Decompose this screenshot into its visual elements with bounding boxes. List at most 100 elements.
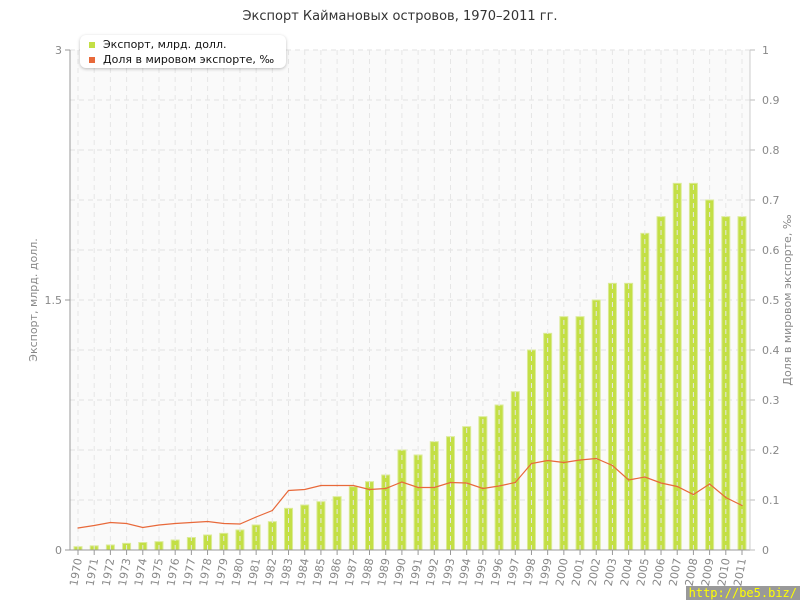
x-tick-label: 1986 xyxy=(326,557,344,587)
x-tick-label: 1978 xyxy=(197,557,215,587)
x-tick-label: 1975 xyxy=(148,557,166,587)
share-point-2009 xyxy=(709,483,711,485)
y-tick-label: 3 xyxy=(55,44,62,57)
y2-tick-label: 0.9 xyxy=(762,94,780,107)
x-tick-label: 2003 xyxy=(602,557,620,587)
x-tick-label: 1993 xyxy=(440,557,458,587)
y2-tick-label: 0.2 xyxy=(762,444,780,457)
y2-tick-label: 0.1 xyxy=(762,494,780,507)
y2-tick-label: 0.8 xyxy=(762,144,780,157)
bar-1997 xyxy=(510,391,520,551)
x-tick-label: 1995 xyxy=(472,557,490,587)
x-tick-label: 1991 xyxy=(407,557,425,587)
x-tick-label: 1990 xyxy=(391,557,409,587)
share-point-2010 xyxy=(725,496,727,499)
x-tick-label: 1998 xyxy=(521,557,539,587)
x-tick-label: 2001 xyxy=(569,557,587,587)
share-point-1976 xyxy=(174,522,176,525)
y-tick-label: 1.5 xyxy=(45,294,63,307)
share-point-1990 xyxy=(401,481,403,483)
share-point-1996 xyxy=(498,485,500,487)
x-tick-label: 1980 xyxy=(229,557,247,587)
y2-tick-label: 0.3 xyxy=(762,394,780,407)
share-point-1970 xyxy=(77,527,79,529)
plot-area xyxy=(70,50,750,550)
x-tick-label: 1999 xyxy=(537,557,555,587)
x-tick-label: 1987 xyxy=(343,557,361,587)
y2-tick-label: 0.7 xyxy=(762,194,780,207)
x-tick-label: 1981 xyxy=(245,557,263,587)
legend-item-share[interactable]: Доля в мировом экспорте, ‰ xyxy=(80,52,286,67)
legend-swatch-share xyxy=(89,56,95,63)
x-tick-label: 1984 xyxy=(294,557,312,587)
share-point-2001 xyxy=(579,459,581,461)
legend-swatch-exports xyxy=(89,41,95,48)
x-tick-label: 1976 xyxy=(164,557,182,587)
bar-1985 xyxy=(316,501,326,551)
x-tick-label: 1977 xyxy=(181,557,199,587)
x-tick-label: 1970 xyxy=(67,557,85,587)
x-tick-label: 1994 xyxy=(456,557,474,587)
share-point-1993 xyxy=(449,481,452,484)
share-point-1980 xyxy=(239,523,241,525)
share-point-1971 xyxy=(93,524,95,527)
x-tick-label: 2002 xyxy=(586,557,604,587)
x-tick-label: 2007 xyxy=(667,557,685,587)
y2-tick-label: 0.5 xyxy=(762,294,780,307)
x-tick-label: 1985 xyxy=(310,557,328,587)
share-point-2004 xyxy=(628,479,630,481)
share-point-1978 xyxy=(206,520,209,523)
share-point-1999 xyxy=(547,459,549,462)
share-point-1998 xyxy=(530,462,533,465)
x-tick-label: 2000 xyxy=(553,557,571,587)
x-tick-label: 1983 xyxy=(278,557,296,587)
share-point-1986 xyxy=(336,484,338,487)
x-tick-label: 1992 xyxy=(424,557,442,587)
share-point-1983 xyxy=(287,489,290,492)
share-point-1991 xyxy=(417,486,419,489)
legend-label-share: Доля в мировом экспорте, ‰ xyxy=(103,53,275,66)
x-tick-label: 1989 xyxy=(375,557,393,587)
watermark[interactable]: http://be5.biz/ xyxy=(685,586,800,600)
legend: Экспорт, млрд. долл. Доля в мировом эксп… xyxy=(80,35,286,68)
y2-tick-label: 0 xyxy=(762,544,769,557)
share-point-1989 xyxy=(385,487,387,490)
share-line xyxy=(77,457,743,529)
share-point-2007 xyxy=(676,485,678,488)
x-tick-label: 2005 xyxy=(634,557,652,587)
share-point-1974 xyxy=(142,526,144,529)
share-point-1995 xyxy=(482,487,484,490)
x-tick-label: 1982 xyxy=(262,557,280,587)
share-point-2002 xyxy=(595,457,597,460)
x-tick-label: 1974 xyxy=(132,557,150,587)
share-point-1973 xyxy=(125,522,128,525)
legend-label-exports: Экспорт, млрд. долл. xyxy=(103,38,227,51)
share-point-1988 xyxy=(368,488,371,491)
share-point-2000 xyxy=(563,461,565,464)
share-point-1987 xyxy=(352,484,354,487)
chart-title: Экспорт Каймановых островов, 1970–2011 г… xyxy=(242,9,558,24)
x-tick-label: 1972 xyxy=(100,557,118,587)
share-point-1981 xyxy=(255,516,257,518)
y2-tick-label: 0.4 xyxy=(762,344,780,357)
share-point-2008 xyxy=(692,493,695,496)
share-point-1972 xyxy=(109,521,111,524)
y2-tick-label: 1 xyxy=(762,44,769,57)
y-tick-label: 0 xyxy=(55,544,62,557)
x-tick-label: 1997 xyxy=(505,557,523,587)
share-point-1977 xyxy=(190,521,192,524)
x-tick-label: 1988 xyxy=(359,557,377,587)
x-tick-label: 1996 xyxy=(488,557,506,587)
share-point-2006 xyxy=(660,482,662,484)
share-point-2003 xyxy=(611,464,614,467)
x-tick-label: 2004 xyxy=(618,557,636,587)
x-tick-label: 1979 xyxy=(213,557,231,587)
x-tick-label: 2008 xyxy=(683,557,701,587)
share-point-1997 xyxy=(514,481,516,484)
share-point-1994 xyxy=(466,482,468,484)
legend-item-exports[interactable]: Экспорт, млрд. долл. xyxy=(80,37,286,52)
y2-tick-label: 0.6 xyxy=(762,244,780,257)
share-point-1982 xyxy=(271,509,273,512)
x-tick-label: 2009 xyxy=(699,557,717,587)
